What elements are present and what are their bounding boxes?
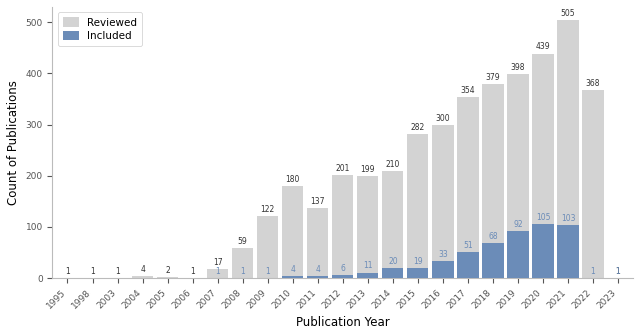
Bar [357,176,378,278]
Text: 1: 1 [616,266,620,276]
Bar [483,84,504,278]
Text: 398: 398 [511,64,525,73]
Bar [532,53,554,278]
Bar [508,231,529,278]
Text: 505: 505 [561,9,575,18]
Text: 20: 20 [388,257,397,266]
Text: 180: 180 [285,175,300,184]
Text: 11: 11 [363,261,372,270]
Legend: Reviewed, Included: Reviewed, Included [58,12,142,46]
Bar [457,252,479,278]
Bar [282,186,303,278]
Bar [407,134,428,278]
Bar [307,276,328,278]
Text: 68: 68 [488,232,498,241]
X-axis label: Publication Year: Publication Year [296,316,390,329]
Bar [232,248,253,278]
Text: 354: 354 [461,86,476,95]
Bar [532,224,554,278]
Text: 300: 300 [436,114,450,123]
Bar [432,261,454,278]
Text: 1: 1 [591,266,595,276]
Bar [382,268,403,278]
Text: 1: 1 [266,266,270,276]
Bar [557,20,579,278]
Text: 122: 122 [260,205,275,214]
Bar [508,75,529,278]
Text: 51: 51 [463,241,473,250]
Bar [557,225,579,278]
Text: 439: 439 [536,42,550,51]
Text: 1: 1 [190,266,195,276]
Text: 1: 1 [115,266,120,276]
Text: 1: 1 [215,266,220,276]
Bar [207,269,228,278]
Text: 103: 103 [561,214,575,223]
Text: 1: 1 [240,266,245,276]
Y-axis label: Count of Publications: Count of Publications [7,80,20,205]
Bar [432,125,454,278]
Text: 6: 6 [340,264,345,273]
Text: 59: 59 [238,237,248,246]
Text: 368: 368 [586,79,600,88]
Text: 282: 282 [411,123,425,132]
Bar [582,90,604,278]
Text: 105: 105 [536,213,550,222]
Text: 199: 199 [360,165,375,174]
Text: 17: 17 [213,258,223,267]
Bar [257,216,278,278]
Bar [483,243,504,278]
Text: 92: 92 [513,220,523,229]
Text: 4: 4 [316,265,320,274]
Bar [407,268,428,278]
Text: 1: 1 [65,266,70,276]
Text: 1: 1 [616,266,620,276]
Text: 137: 137 [310,197,325,206]
Text: 33: 33 [438,250,448,259]
Text: 201: 201 [335,164,350,173]
Bar [332,275,353,278]
Text: 210: 210 [386,160,400,169]
Text: 4: 4 [140,265,145,274]
Bar [282,276,303,278]
Text: 1: 1 [90,266,95,276]
Bar [157,277,178,278]
Bar [332,175,353,278]
Bar [357,272,378,278]
Text: 2: 2 [165,266,170,275]
Text: 379: 379 [486,73,500,82]
Bar [132,276,153,278]
Bar [382,171,403,278]
Text: 4: 4 [291,265,295,274]
Bar [307,208,328,278]
Bar [457,97,479,278]
Text: 19: 19 [413,257,422,266]
